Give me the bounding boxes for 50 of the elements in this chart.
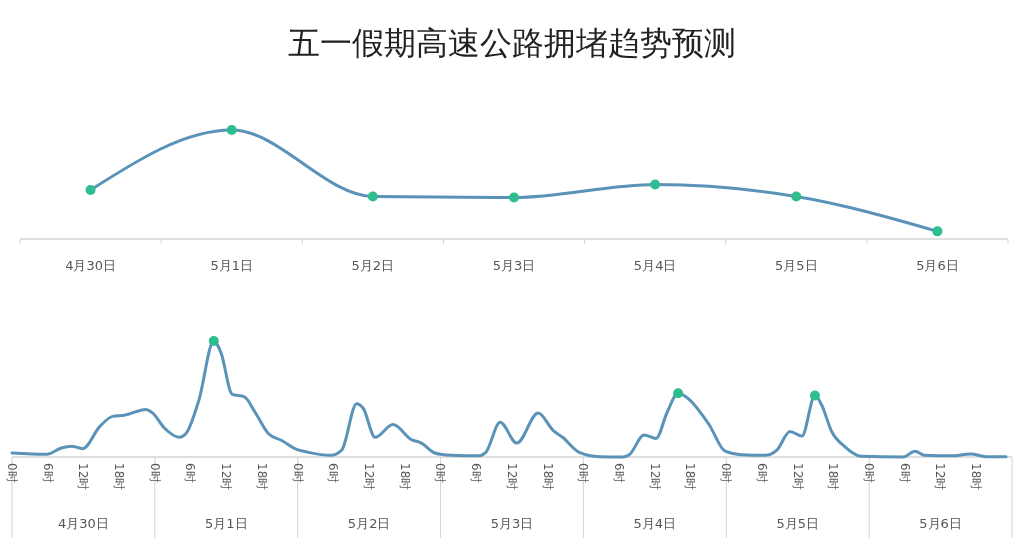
x-tick-label: 12时 xyxy=(790,463,805,491)
x-tick-label: 5月5日 xyxy=(775,258,818,273)
text: 5月1日 xyxy=(205,516,248,531)
x-tick-label: 5月6日 xyxy=(916,258,959,273)
x-tick-label: 12时 xyxy=(504,463,519,491)
point xyxy=(932,226,943,237)
text: 5月2日 xyxy=(347,516,391,531)
x-tick-label: 0时 xyxy=(719,463,734,483)
x-tick-label: 0时 xyxy=(576,463,591,483)
x-tick-label: 12时 xyxy=(361,463,376,491)
x-tick-label: 6时 xyxy=(183,463,198,483)
x-tick-label: 12时 xyxy=(219,463,234,491)
point xyxy=(791,191,802,202)
text: 5月6日 xyxy=(919,516,962,531)
point xyxy=(367,191,378,202)
x-tick-label: 6时 xyxy=(754,463,769,483)
x-tick-label: 5月2日 xyxy=(351,258,395,273)
point xyxy=(85,184,96,195)
x-tick-label: 5月3日 xyxy=(492,258,536,273)
x-tick-label: 18时 xyxy=(254,463,269,491)
x-tick-label: 6时 xyxy=(326,463,341,483)
x-tick-label: 0时 xyxy=(861,463,876,483)
x-tick-label: 18时 xyxy=(826,463,841,491)
x-tick-label: 0时 xyxy=(147,463,162,483)
x-tick-label: 6时 xyxy=(40,463,55,483)
point xyxy=(226,125,237,135)
text: 4月30日 xyxy=(58,516,109,531)
x-tick-label: 6时 xyxy=(469,463,484,483)
x-tick-label: 0时 xyxy=(290,463,305,483)
x-tick-label: 18时 xyxy=(969,463,984,491)
x-tick-label: 18时 xyxy=(397,463,412,491)
text: 5月4日 xyxy=(633,516,677,531)
x-tick-label: 6时 xyxy=(897,463,912,483)
x-tick-label: 6时 xyxy=(611,463,626,483)
point xyxy=(509,192,519,203)
x-tick-label: 0时 xyxy=(433,463,448,483)
point xyxy=(650,179,661,190)
x-tick-label: 12时 xyxy=(76,463,91,491)
chart-title: 五一假期高速公路拥堵趋势预测 xyxy=(288,24,736,62)
x-tick-label: 12时 xyxy=(933,463,948,491)
x-tick-label: 4月30日 xyxy=(65,258,116,273)
x-tick-label: 12时 xyxy=(647,463,662,491)
x-tick-label: 0时 xyxy=(4,463,19,483)
x-tick-label: 18时 xyxy=(683,463,698,491)
x-tick-label: 5月4日 xyxy=(633,258,677,273)
x-tick-label: 5月1日 xyxy=(210,258,253,273)
x-tick-label: 18时 xyxy=(111,463,126,491)
x-tick-label: 18时 xyxy=(540,463,555,491)
text: 5月5日 xyxy=(776,516,819,531)
text: 5月3日 xyxy=(490,516,534,531)
